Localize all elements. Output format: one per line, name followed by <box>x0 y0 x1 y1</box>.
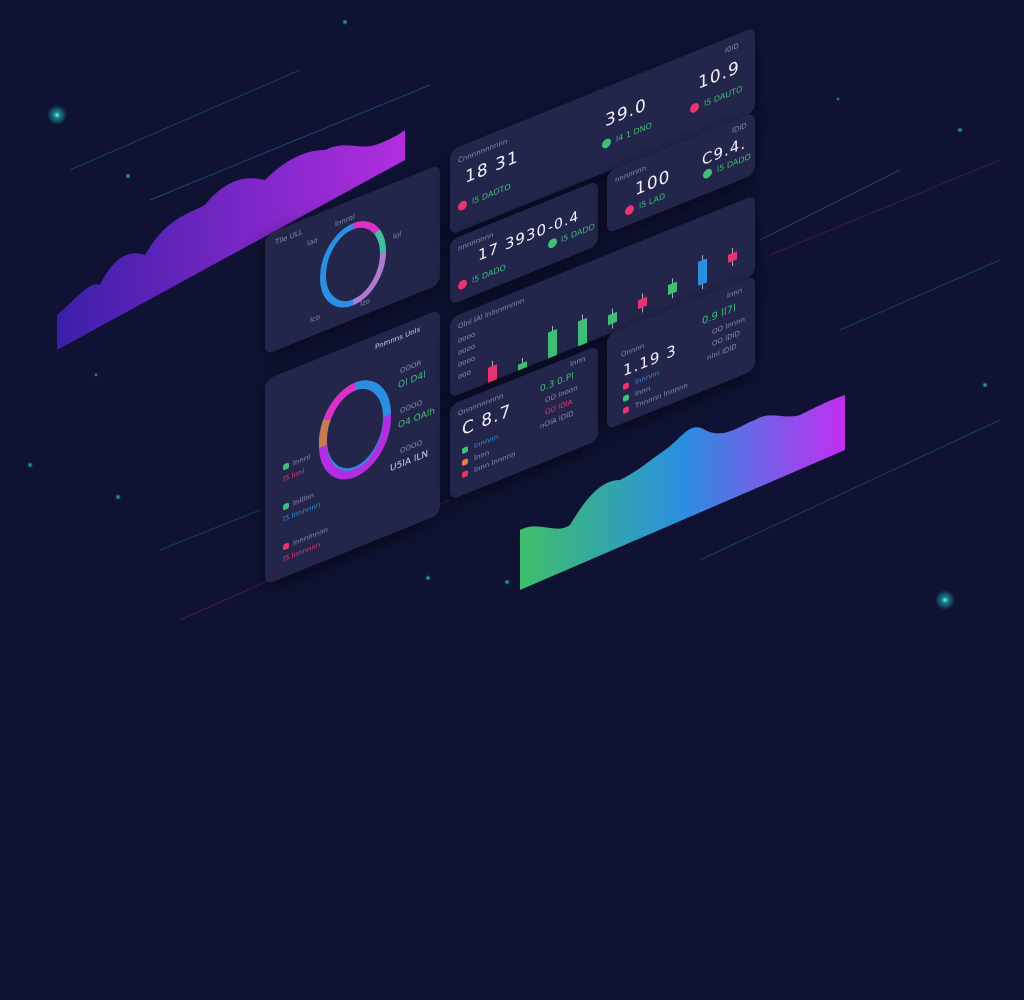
status-dot <box>548 236 557 250</box>
candle-body <box>638 296 647 310</box>
legend-swatch <box>462 445 468 455</box>
panel-title: Pnmnns Unls <box>375 325 421 352</box>
candle-body <box>518 361 527 371</box>
status-dot <box>690 101 699 115</box>
chart-title: Olnl lAl lnlnnnnnnn <box>458 296 525 331</box>
legend-swatch <box>623 393 629 403</box>
status-dot <box>458 199 467 212</box>
candle-body <box>578 318 587 352</box>
donut-chart <box>318 380 392 480</box>
legend-swatch <box>283 542 289 551</box>
donut-panel-2: Pnmnns Unls OOOR Ol D4l OOOO O4 OAlh OOO… <box>265 309 440 585</box>
legend-label: Tnnnnn lnnnnn <box>635 381 688 411</box>
legend-value: l5 lnnl <box>283 467 305 484</box>
gradient-area-chart <box>520 395 845 590</box>
background-scene <box>27 19 1001 621</box>
legend-swatch <box>283 462 289 471</box>
donut-panel: Tlle ULL lnnrol lao lol lco lzo <box>265 164 440 355</box>
donut-label: lao <box>307 235 318 248</box>
legend-swatch <box>462 457 468 467</box>
panel-corner: lnnn <box>727 286 743 301</box>
status-dot <box>703 167 712 180</box>
status-dot <box>602 137 611 150</box>
legend-swatch <box>283 502 289 511</box>
donut-title: Tlle ULL <box>275 227 303 247</box>
kpi-sub: l5 DADO <box>472 262 506 286</box>
candle-body <box>698 258 707 287</box>
status-dot <box>458 278 467 291</box>
legend-swatch <box>623 381 629 391</box>
axis-label: oooo <box>458 354 476 369</box>
donut-label: lol <box>393 229 402 242</box>
legend-swatch <box>462 469 468 479</box>
axis-label: ooo <box>458 367 471 381</box>
donut-chart <box>320 221 387 308</box>
legend-label: lnnnnn <box>474 432 499 451</box>
legend-label: lnnnl <box>293 452 311 468</box>
kpi-value: 17 3930 <box>478 218 548 265</box>
kpi-sub: l5 DADTO <box>472 181 511 207</box>
stat-value: U5lA lLN <box>390 449 429 475</box>
panel-corner: lnnn <box>570 354 586 369</box>
candle-body <box>668 281 677 296</box>
kpi-corner: l0lD <box>725 41 739 56</box>
status-dot <box>625 203 634 217</box>
legend-swatch <box>623 405 629 415</box>
star-dots <box>27 19 988 610</box>
candle-body <box>608 311 617 326</box>
purple-area-chart <box>57 130 405 350</box>
